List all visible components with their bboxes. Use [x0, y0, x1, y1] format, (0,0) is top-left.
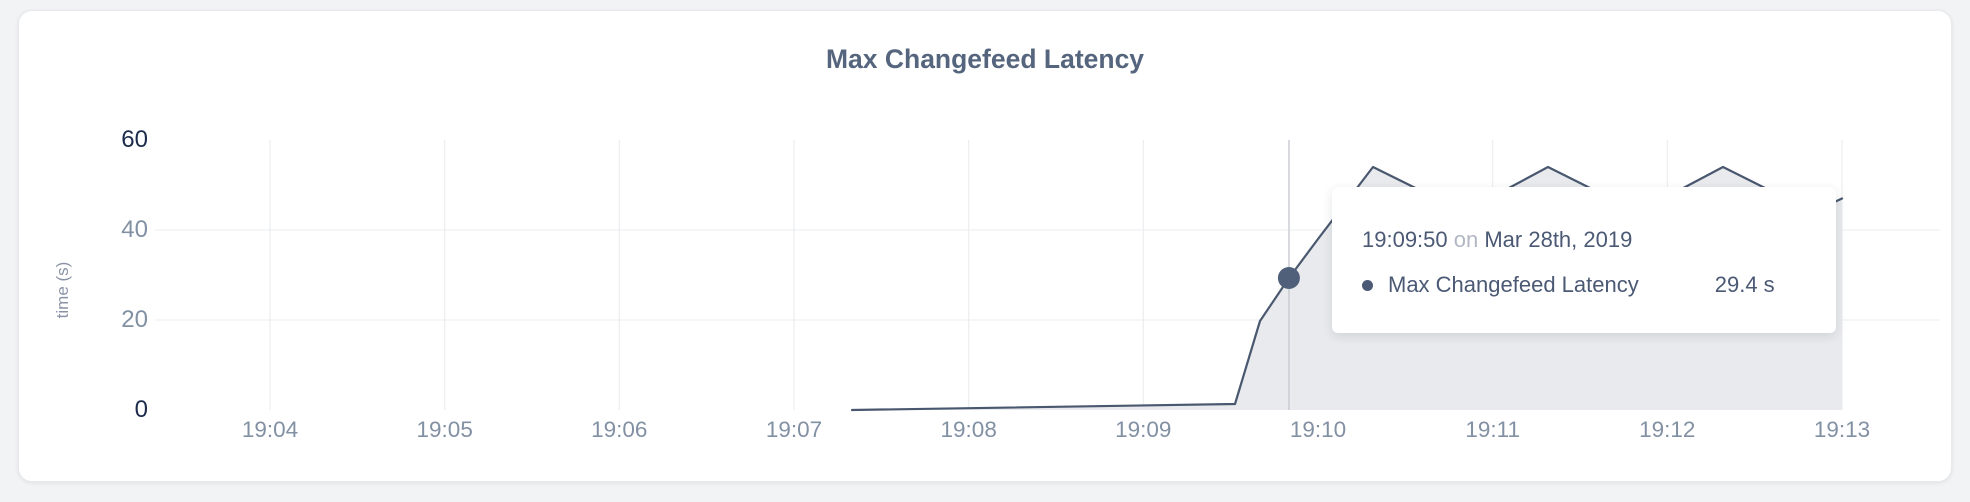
svg-text:19:10: 19:10	[1290, 417, 1346, 442]
svg-text:40: 40	[121, 216, 148, 243]
svg-text:20: 20	[121, 306, 148, 333]
svg-text:19:05: 19:05	[417, 417, 473, 442]
svg-text:19:08: 19:08	[941, 417, 997, 442]
svg-text:19:11: 19:11	[1465, 417, 1520, 442]
svg-text:19:07: 19:07	[766, 417, 822, 442]
svg-text:60: 60	[121, 126, 148, 153]
svg-text:19:12: 19:12	[1639, 417, 1695, 442]
svg-text:19:13: 19:13	[1814, 417, 1870, 442]
svg-text:19:09: 19:09	[1115, 417, 1171, 442]
svg-text:0: 0	[135, 396, 148, 423]
svg-text:time (s): time (s)	[53, 262, 72, 319]
svg-text:19:04: 19:04	[242, 417, 298, 442]
svg-text:19:06: 19:06	[591, 417, 647, 442]
